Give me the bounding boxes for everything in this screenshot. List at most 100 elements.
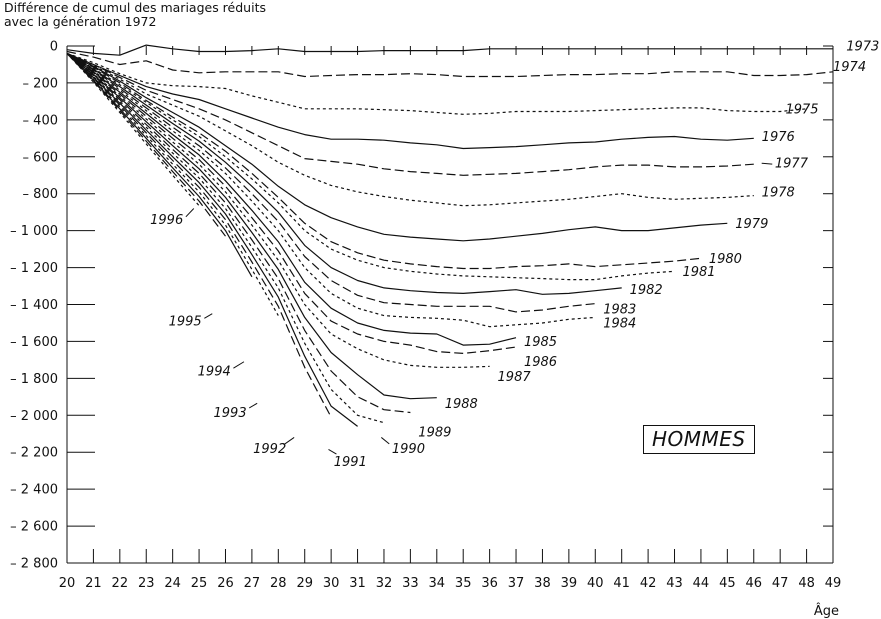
y-tick-label: – 600: [23, 150, 58, 165]
x-tick-label: 22: [112, 576, 129, 591]
series-line-1993: [66, 52, 279, 316]
series-label-1992: 1992: [253, 442, 286, 457]
x-tick-label: 37: [508, 576, 525, 591]
series-label-1981: 1981: [682, 265, 715, 280]
series-line-1976: [66, 52, 754, 150]
label-leader-line: [381, 437, 390, 445]
series-label-1977: 1977: [775, 157, 809, 172]
label-leader-line: [185, 208, 195, 218]
series-line-1975: [66, 52, 807, 115]
x-tick-label: 40: [587, 576, 604, 591]
label-leader-line: [249, 402, 258, 409]
x-tick-label: 28: [270, 576, 287, 591]
x-tick-label: 30: [323, 576, 340, 591]
x-tick-label: 44: [693, 576, 710, 591]
series-label-1994: 1994: [198, 364, 231, 379]
y-tick-label: – 1 000: [10, 224, 58, 239]
chart-title-line-2: avec la génération 1972: [4, 14, 157, 29]
series-line-1983: [66, 52, 596, 313]
series-line-1973: [66, 44, 833, 56]
y-tick-label: 0: [50, 40, 58, 55]
label-leader-line: [761, 162, 773, 165]
x-tick-label: 46: [745, 576, 762, 591]
series-label-1986: 1986: [524, 355, 557, 370]
label-leader-line: [233, 361, 245, 369]
x-tick-label: 36: [481, 576, 498, 591]
y-tick-label: – 1 200: [10, 261, 58, 276]
x-tick-label: 48: [798, 576, 815, 591]
series-label-1984: 1984: [603, 316, 636, 331]
series-line-1994: [66, 52, 253, 278]
x-tick-label: 49: [825, 576, 842, 591]
x-tick-label: 31: [349, 576, 366, 591]
series-label-1975: 1975: [785, 102, 818, 117]
x-tick-label: 34: [429, 576, 446, 591]
series-line-1974: [66, 50, 834, 78]
series-label-1979: 1979: [735, 217, 768, 232]
chart-title-line-1: Différence de cumul des mariages réduits: [4, 0, 266, 15]
x-tick-label: 45: [719, 576, 736, 591]
y-tick-label: – 1 600: [10, 335, 58, 350]
series-line-1986: [66, 52, 517, 354]
series-label-1982: 1982: [630, 283, 663, 298]
y-tick-label: – 2 000: [10, 409, 58, 424]
x-tick-label: 25: [191, 576, 208, 591]
series-label-1976: 1976: [762, 130, 795, 145]
x-tick-label: 21: [85, 576, 102, 591]
x-tick-label: 42: [640, 576, 657, 591]
x-tick-label: 23: [138, 576, 155, 591]
x-tick-label: 47: [772, 576, 789, 591]
x-tick-label: 26: [217, 576, 234, 591]
series-line-1981: [66, 52, 675, 281]
y-tick-label: – 2 600: [10, 520, 58, 535]
series-line-1995: [66, 52, 226, 237]
series-line-1992: [66, 52, 332, 418]
series-label-1983: 1983: [603, 303, 636, 318]
x-tick-label: 32: [376, 576, 393, 591]
series-label-1973: 1973: [846, 40, 879, 55]
x-tick-label: 24: [164, 576, 181, 591]
series-line-1980: [66, 52, 701, 270]
series-line-1984: [66, 52, 596, 328]
series-line-1978: [66, 52, 754, 207]
x-tick-label: 29: [296, 576, 313, 591]
y-tick-label: – 2 800: [10, 557, 58, 572]
y-tick-label: – 2 200: [10, 446, 58, 461]
series-label-1996: 1996: [150, 213, 183, 228]
series-label-1974: 1974: [833, 60, 866, 75]
y-tick-label: – 1 800: [10, 372, 58, 387]
x-tick-label: 38: [534, 576, 551, 591]
series-line-1987: [66, 52, 490, 368]
series-label-1985: 1985: [524, 335, 557, 350]
series-line-1979: [66, 52, 728, 242]
series-label-1989: 1989: [418, 425, 451, 440]
series-line-1977: [66, 52, 754, 176]
series-line-1988: [66, 52, 437, 400]
label-leader-line: [328, 449, 337, 455]
series-line-1982: [66, 52, 622, 295]
y-tick-label: – 2 400: [10, 483, 58, 498]
x-tick-label: 20: [59, 576, 76, 591]
x-tick-label: 27: [244, 576, 261, 591]
series-line-1989: [66, 52, 411, 414]
x-tick-label: 43: [666, 576, 683, 591]
series-line-1985: [66, 52, 517, 346]
y-tick-label: – 800: [23, 187, 58, 202]
series-label-1990: 1990: [392, 442, 425, 457]
series-label-1988: 1988: [445, 397, 478, 412]
sex-label-box: HOMMES: [643, 425, 755, 454]
x-tick-label: 33: [402, 576, 419, 591]
x-axis-title: Âge: [814, 603, 839, 619]
series-line-1996: [66, 52, 200, 207]
series-label-1991: 1991: [334, 455, 367, 470]
y-tick-label: – 1 400: [10, 298, 58, 313]
label-leader-line: [204, 313, 213, 319]
x-tick-label: 35: [455, 576, 472, 591]
x-tick-label: 39: [561, 576, 578, 591]
series-label-1980: 1980: [709, 252, 742, 267]
series-label-1987: 1987: [498, 370, 532, 385]
label-leader-line: [283, 437, 295, 446]
x-tick-label: 41: [613, 576, 630, 591]
y-tick-label: – 200: [23, 76, 58, 91]
